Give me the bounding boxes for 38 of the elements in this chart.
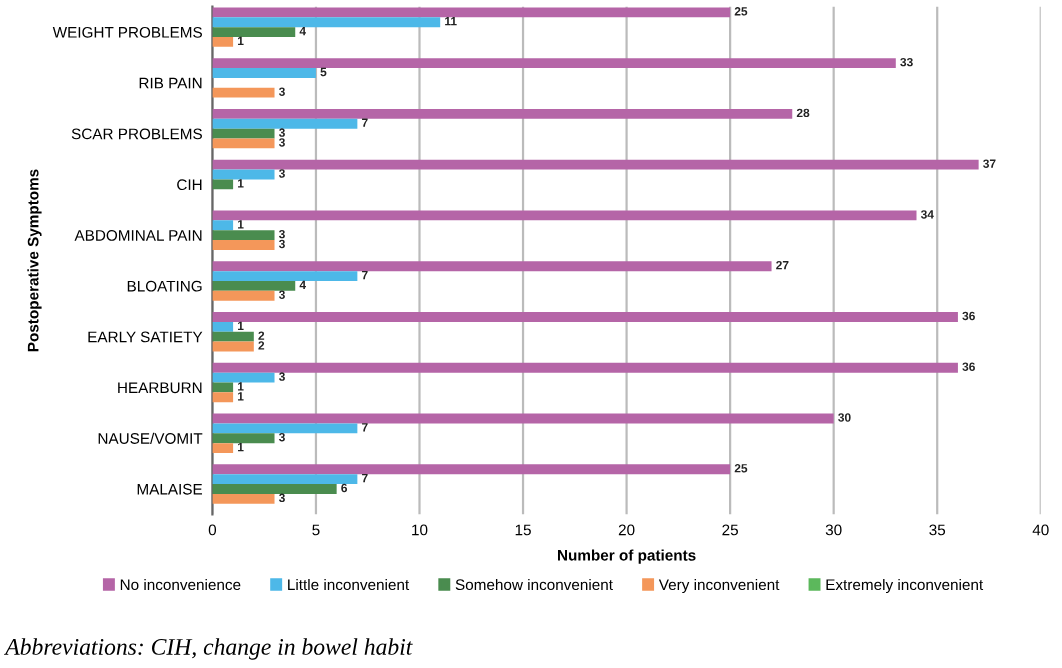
bar bbox=[212, 392, 234, 403]
bar bbox=[212, 179, 234, 190]
bar bbox=[212, 169, 275, 180]
bar bbox=[212, 240, 275, 250]
text: Abbreviations: CIH, change in bowel habit bbox=[4, 638, 413, 660]
bar bbox=[212, 464, 731, 475]
bar bbox=[212, 413, 834, 424]
bar bbox=[212, 290, 275, 301]
bar bbox=[212, 312, 958, 322]
bar bbox=[212, 87, 275, 98]
bar bbox=[212, 128, 275, 139]
bar bbox=[212, 138, 275, 149]
bar bbox=[212, 362, 958, 373]
bar bbox=[212, 271, 358, 281]
bar bbox=[212, 230, 275, 241]
bar bbox=[212, 321, 234, 332]
bar bbox=[212, 280, 296, 291]
bar bbox=[212, 484, 337, 494]
bar bbox=[212, 331, 254, 342]
bar bbox=[212, 68, 316, 78]
bar bbox=[212, 493, 275, 504]
bar bbox=[212, 118, 358, 129]
bar bbox=[212, 433, 275, 444]
bar bbox=[212, 27, 296, 37]
bar bbox=[212, 7, 731, 18]
bar bbox=[212, 17, 441, 28]
bar bbox=[212, 108, 793, 119]
bar bbox=[212, 443, 234, 453]
bar bbox=[212, 423, 358, 434]
bar bbox=[212, 372, 275, 383]
bar bbox=[212, 58, 896, 69]
bar bbox=[212, 220, 234, 231]
bar bbox=[212, 474, 358, 485]
bar bbox=[212, 159, 979, 170]
bar bbox=[212, 261, 772, 272]
bar bbox=[212, 36, 234, 47]
bar bbox=[212, 210, 917, 221]
bar bbox=[212, 341, 254, 352]
